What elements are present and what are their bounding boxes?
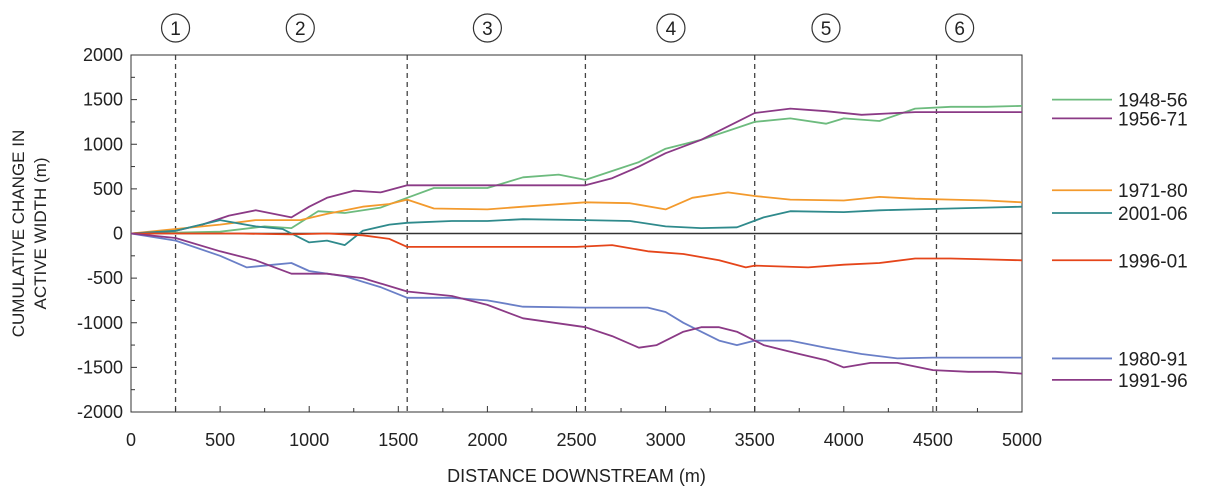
x-tick-label: 0 bbox=[126, 430, 136, 450]
reach-label: 6 bbox=[954, 19, 965, 40]
x-tick-label: 5000 bbox=[1002, 430, 1042, 450]
y-tick-label: 2000 bbox=[83, 45, 123, 65]
y-tick-label: 0 bbox=[113, 224, 123, 244]
legend-label: 1948-56 bbox=[1118, 91, 1188, 112]
reach-label-circle bbox=[285, 13, 315, 43]
reach-label-circle bbox=[160, 13, 191, 43]
legend-label: 2001-06 bbox=[1118, 204, 1188, 225]
series-line-1956-71 bbox=[130, 107, 1022, 235]
y-tick-label: -1500 bbox=[77, 357, 123, 377]
x-tick-label: 3000 bbox=[646, 430, 686, 450]
y-tick-label: -500 bbox=[87, 268, 123, 288]
series-lines bbox=[130, 105, 1023, 375]
y-axis: -2000 -1500 -1000 -500 0 500 1000 1500 2000 bbox=[77, 45, 137, 422]
reach-label: 3 bbox=[482, 19, 493, 40]
x-axis-title: DISTANCE DOWNSTREAM (m) bbox=[447, 466, 706, 486]
series-line-2001-06 bbox=[130, 205, 1023, 247]
series-line-1971-80 bbox=[130, 191, 1023, 235]
reach-label-circle bbox=[811, 13, 841, 43]
x-tick-label: 2000 bbox=[467, 430, 507, 450]
x-tick-label: 2500 bbox=[556, 430, 596, 450]
series-line-1948-56 bbox=[130, 105, 1023, 235]
y-axis-title-line-2: ACTIVE WIDTH (m) bbox=[31, 157, 50, 309]
y-tick-label: 1500 bbox=[83, 90, 123, 110]
reach-label: 5 bbox=[821, 19, 832, 40]
y-axis-title-line-1: CUMULATIVE CHANGE IN bbox=[9, 130, 28, 338]
series-line-1996-01 bbox=[131, 232, 1023, 269]
legend-label: 1991-96 bbox=[1118, 371, 1188, 392]
reach-label-circle bbox=[945, 13, 975, 43]
x-tick-label: 1500 bbox=[378, 430, 418, 450]
reach-label-circle bbox=[472, 13, 502, 43]
y-tick-label: 500 bbox=[93, 179, 123, 199]
legend-label: 1971-80 bbox=[1118, 181, 1188, 202]
series-line-1991-96 bbox=[130, 232, 1023, 375]
legend-label: 1956-71 bbox=[1118, 109, 1188, 130]
y-tick-label: -1000 bbox=[77, 313, 123, 333]
x-tick-label: 500 bbox=[205, 430, 235, 450]
legend-label: 1980-91 bbox=[1118, 349, 1188, 370]
x-tick-label: 4500 bbox=[913, 430, 953, 450]
y-tick-label: 1000 bbox=[83, 134, 123, 154]
reach-label: 4 bbox=[666, 19, 677, 40]
x-tick-label: 4000 bbox=[824, 430, 864, 450]
reach-label-circle bbox=[656, 13, 686, 43]
y-tick-label: -2000 bbox=[77, 402, 123, 422]
x-tick-label: 1000 bbox=[289, 430, 329, 450]
x-axis: 0 500 1000 1500 2000 2500 3000 3500 4000 4500 5000 bbox=[126, 406, 1042, 450]
series-line-1980-91 bbox=[130, 232, 1022, 360]
legend-label: 1996-01 bbox=[1118, 251, 1188, 272]
reach-boundaries: 1 2 3 4 5 6 bbox=[160, 13, 975, 412]
reach-label: 2 bbox=[295, 19, 306, 40]
x-tick-label: 3500 bbox=[735, 430, 775, 450]
reach-label: 1 bbox=[170, 19, 181, 40]
